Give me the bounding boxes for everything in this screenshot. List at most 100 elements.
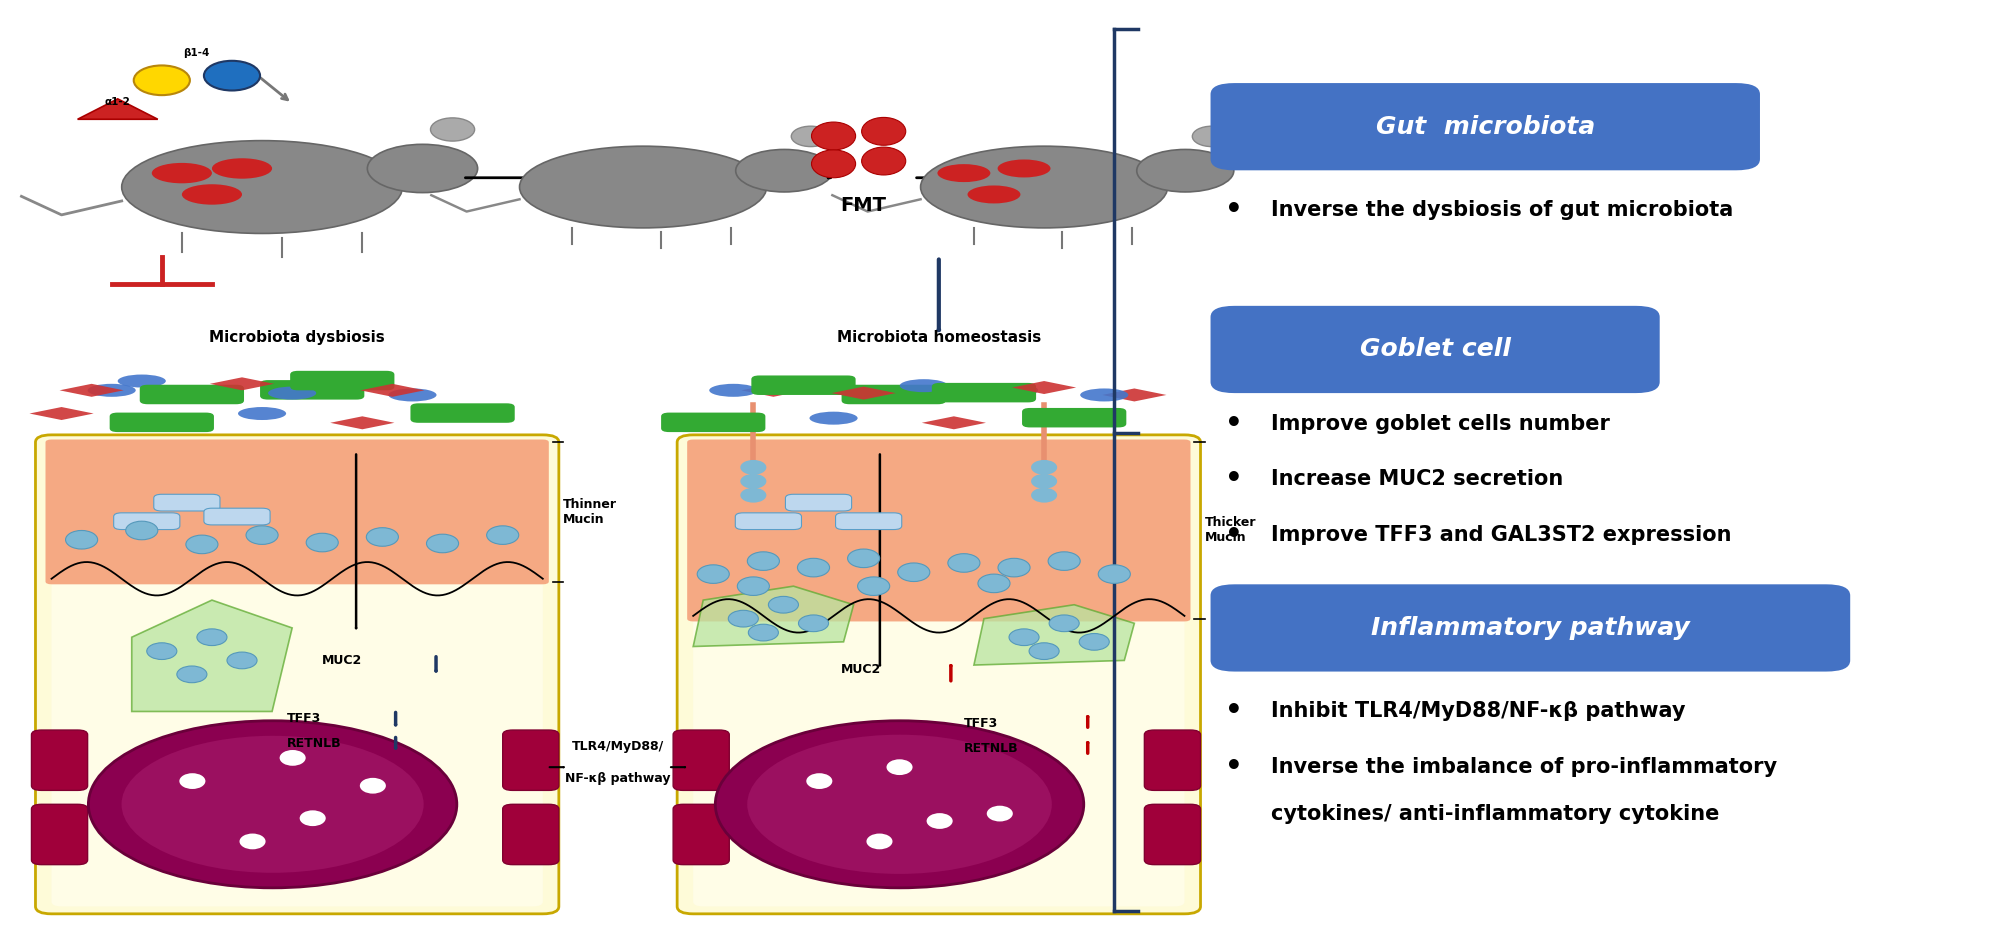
Ellipse shape (696, 565, 729, 584)
Text: RETNLB: RETNLB (963, 742, 1018, 755)
Text: Improve goblet cells number: Improve goblet cells number (1270, 413, 1610, 434)
Ellipse shape (183, 184, 243, 205)
Text: Inverse the dysbiosis of gut microbiota: Inverse the dysbiosis of gut microbiota (1270, 200, 1732, 221)
FancyBboxPatch shape (261, 380, 363, 399)
Ellipse shape (239, 407, 285, 420)
Text: MUC2: MUC2 (841, 663, 881, 676)
Text: •: • (1224, 697, 1242, 725)
Text: TLR4/MyD88/: TLR4/MyD88/ (572, 740, 664, 753)
Text: •: • (1224, 466, 1242, 493)
Ellipse shape (747, 552, 779, 571)
Ellipse shape (88, 384, 136, 397)
FancyBboxPatch shape (1144, 730, 1200, 790)
Ellipse shape (769, 597, 799, 614)
Ellipse shape (847, 549, 879, 568)
Ellipse shape (520, 146, 767, 228)
Ellipse shape (227, 652, 257, 668)
Polygon shape (30, 407, 94, 420)
FancyBboxPatch shape (502, 730, 558, 790)
Ellipse shape (977, 574, 1010, 593)
Polygon shape (60, 384, 124, 397)
Text: Microbiota homeostasis: Microbiota homeostasis (837, 330, 1040, 344)
Text: Microbiota dysbiosis: Microbiota dysbiosis (209, 330, 385, 344)
Ellipse shape (197, 628, 227, 645)
Text: TFF3: TFF3 (287, 712, 321, 725)
Ellipse shape (861, 117, 905, 145)
Ellipse shape (486, 526, 518, 545)
Polygon shape (921, 416, 985, 429)
Ellipse shape (799, 615, 829, 631)
Ellipse shape (425, 534, 458, 553)
Ellipse shape (997, 559, 1030, 577)
Ellipse shape (1048, 615, 1078, 631)
Ellipse shape (239, 833, 265, 849)
Ellipse shape (187, 535, 219, 554)
Polygon shape (692, 587, 853, 646)
FancyBboxPatch shape (36, 435, 558, 914)
Ellipse shape (749, 624, 779, 641)
Polygon shape (831, 386, 895, 399)
Polygon shape (211, 377, 275, 390)
Polygon shape (741, 384, 805, 397)
Ellipse shape (885, 760, 911, 776)
Ellipse shape (269, 386, 315, 399)
Ellipse shape (989, 384, 1038, 397)
Ellipse shape (857, 577, 889, 596)
Ellipse shape (153, 163, 213, 183)
Ellipse shape (967, 185, 1020, 204)
FancyBboxPatch shape (686, 439, 1190, 621)
FancyBboxPatch shape (205, 508, 271, 525)
Ellipse shape (359, 777, 385, 793)
FancyBboxPatch shape (140, 385, 245, 404)
Ellipse shape (387, 388, 436, 401)
Ellipse shape (1008, 628, 1038, 645)
Ellipse shape (205, 61, 261, 90)
Text: Thicker
Mucin: Thicker Mucin (1204, 517, 1256, 545)
FancyBboxPatch shape (1210, 83, 1758, 170)
Ellipse shape (947, 554, 979, 573)
Ellipse shape (1078, 633, 1108, 650)
Ellipse shape (1030, 460, 1056, 475)
Text: MUC2: MUC2 (321, 654, 361, 667)
FancyBboxPatch shape (1144, 804, 1200, 865)
Text: •: • (1224, 410, 1242, 438)
FancyBboxPatch shape (46, 439, 548, 585)
Ellipse shape (147, 642, 177, 659)
Ellipse shape (1030, 488, 1056, 503)
Ellipse shape (937, 164, 989, 182)
Ellipse shape (747, 735, 1052, 874)
Text: β1-4: β1-4 (183, 48, 209, 58)
FancyBboxPatch shape (502, 804, 558, 865)
FancyBboxPatch shape (672, 804, 729, 865)
Ellipse shape (797, 559, 829, 577)
Text: TFF3: TFF3 (963, 717, 997, 730)
FancyBboxPatch shape (660, 412, 765, 432)
FancyBboxPatch shape (1022, 408, 1126, 427)
Ellipse shape (179, 774, 205, 789)
FancyBboxPatch shape (785, 494, 851, 511)
FancyBboxPatch shape (692, 442, 1184, 907)
Ellipse shape (741, 460, 767, 475)
Ellipse shape (897, 563, 929, 582)
Ellipse shape (1028, 642, 1058, 659)
Polygon shape (181, 388, 245, 401)
FancyBboxPatch shape (1210, 585, 1848, 671)
Ellipse shape (429, 118, 474, 142)
Ellipse shape (1136, 150, 1232, 192)
FancyBboxPatch shape (289, 371, 393, 390)
Ellipse shape (122, 141, 401, 234)
FancyBboxPatch shape (52, 442, 542, 907)
Ellipse shape (1030, 474, 1056, 489)
Ellipse shape (714, 721, 1084, 888)
Ellipse shape (985, 805, 1012, 821)
FancyBboxPatch shape (841, 385, 945, 404)
Ellipse shape (299, 810, 325, 826)
FancyBboxPatch shape (155, 494, 221, 511)
Ellipse shape (213, 158, 273, 179)
FancyBboxPatch shape (110, 412, 215, 432)
Polygon shape (132, 600, 291, 711)
Ellipse shape (66, 531, 98, 549)
FancyBboxPatch shape (835, 513, 901, 530)
Polygon shape (1012, 381, 1076, 394)
Ellipse shape (925, 813, 951, 829)
